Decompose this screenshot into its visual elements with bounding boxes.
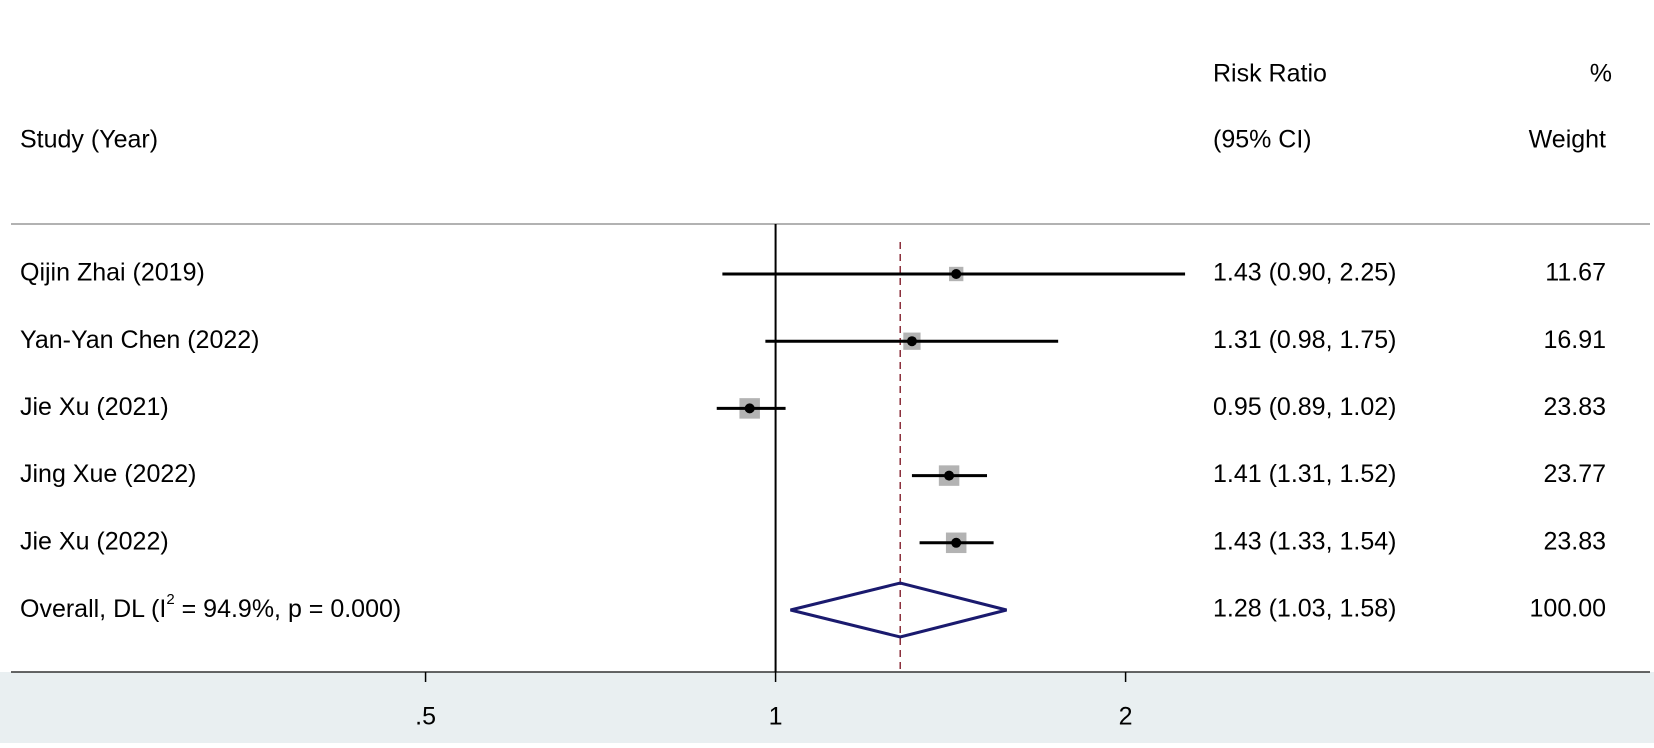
point-estimate bbox=[951, 537, 962, 548]
overall-label-part: Overall, DL (I bbox=[20, 595, 166, 623]
ci-label: 0.95 (0.89, 1.02) bbox=[1213, 393, 1396, 421]
overall-label-part: = 94.9%, p = 0.000) bbox=[175, 595, 402, 623]
point-estimate bbox=[744, 403, 755, 414]
x-tick-label: 2 bbox=[1119, 703, 1133, 731]
header-weight: Weight bbox=[1529, 126, 1606, 154]
study-label: Qijin Zhai (2019) bbox=[20, 259, 205, 287]
point-estimate bbox=[906, 336, 917, 347]
axis-band bbox=[0, 672, 1654, 743]
ci-label: 1.41 (1.31, 1.52) bbox=[1213, 460, 1396, 488]
study-label: Jie Xu (2022) bbox=[20, 527, 169, 555]
point-estimate bbox=[944, 470, 955, 481]
ci-label: 1.43 (0.90, 2.25) bbox=[1213, 259, 1396, 287]
ci-label: 1.43 (1.33, 1.54) bbox=[1213, 527, 1396, 555]
weight-label: 11.67 bbox=[1545, 259, 1606, 287]
point-estimate bbox=[951, 269, 962, 279]
header-study: Study (Year) bbox=[20, 126, 158, 154]
weight-label: 23.77 bbox=[1543, 460, 1606, 488]
overall-diamond bbox=[790, 581, 1007, 639]
overall-label: Overall, DL (I2 = 94.9%, p = 0.000) bbox=[20, 591, 401, 623]
study-label: Jing Xue (2022) bbox=[20, 460, 197, 488]
study-label: Jie Xu (2021) bbox=[20, 393, 169, 421]
header-effect: Risk Ratio bbox=[1213, 60, 1327, 88]
overall-ci-label: 1.28 (1.03, 1.58) bbox=[1213, 595, 1396, 623]
weight-label: 23.83 bbox=[1543, 393, 1606, 421]
header-effect-ci: (95% CI) bbox=[1213, 126, 1312, 154]
weight-label: 16.91 bbox=[1543, 326, 1606, 354]
weight-label: 23.83 bbox=[1543, 527, 1606, 555]
study-label: Yan-Yan Chen (2022) bbox=[20, 326, 260, 354]
x-tick-label: .5 bbox=[415, 703, 436, 731]
x-tick-label: 1 bbox=[769, 703, 783, 731]
ci-label: 1.31 (0.98, 1.75) bbox=[1213, 326, 1396, 354]
header-weight-pct: % bbox=[1590, 60, 1612, 88]
overall-label-part: 2 bbox=[166, 591, 174, 608]
overall-weight-label: 100.00 bbox=[1530, 595, 1606, 623]
